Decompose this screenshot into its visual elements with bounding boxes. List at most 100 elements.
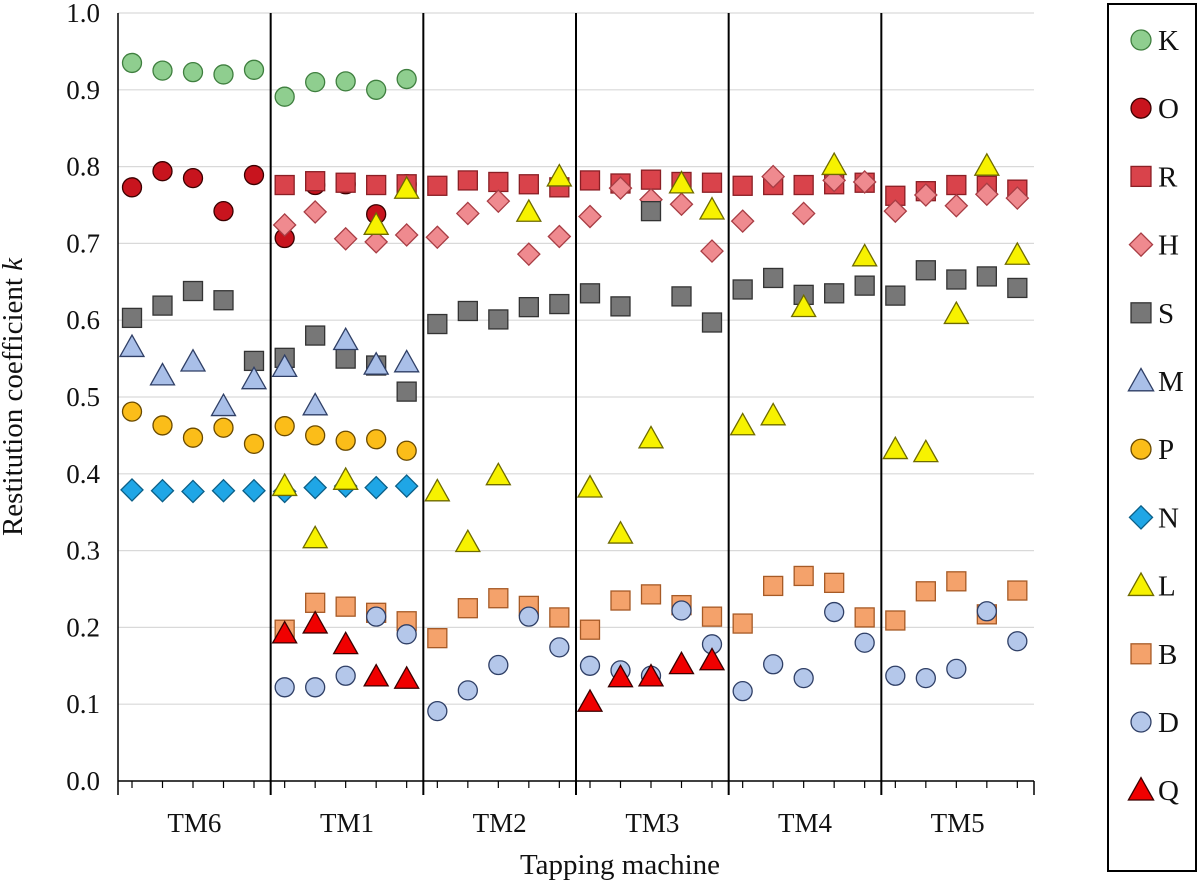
data-point-h	[913, 183, 938, 207]
legend-marker-q	[1127, 776, 1155, 801]
data-point-s	[671, 286, 692, 307]
data-point-h	[333, 226, 358, 251]
data-point-r	[305, 171, 326, 192]
data-point-l	[882, 435, 909, 460]
data-point-l	[1004, 241, 1031, 265]
data-point-d	[274, 677, 295, 698]
data-point-h	[974, 182, 999, 207]
x-axis-title: Tapping machine	[520, 849, 720, 881]
data-point-h	[730, 209, 755, 234]
y-axis-title: Restitution coefficient k	[0, 257, 29, 536]
data-point-h	[303, 199, 328, 224]
data-point-l	[729, 412, 756, 436]
data-point-n	[211, 478, 236, 503]
data-point-b	[854, 607, 875, 628]
data-point-d	[915, 667, 936, 689]
x-tick-labels: TM6 TM1 TM2 TM3 TM4 TM5	[167, 808, 984, 838]
data-point-h	[669, 192, 694, 217]
data-point-h	[272, 213, 297, 237]
data-point-l	[576, 474, 604, 498]
legend-label-o: O	[1158, 93, 1179, 125]
data-point-p	[396, 440, 417, 461]
data-point-k	[274, 86, 295, 107]
legend-marker-m	[1127, 367, 1155, 392]
data-point-h	[761, 164, 786, 189]
data-point-d	[671, 600, 692, 621]
data-point-r	[793, 174, 814, 196]
data-point-l	[973, 152, 1000, 176]
data-point-b	[824, 572, 845, 594]
data-point-p	[121, 401, 143, 422]
data-point-m	[363, 351, 390, 375]
data-point-q	[576, 688, 604, 712]
data-point-s	[182, 280, 204, 302]
data-point-b	[579, 619, 601, 640]
data-point-n	[181, 479, 205, 504]
data-point-k	[366, 79, 387, 100]
data-point-s	[335, 348, 356, 369]
data-point-l	[943, 300, 970, 325]
data-point-d	[518, 606, 539, 627]
data-point-k	[396, 68, 417, 90]
data-point-m	[393, 349, 420, 373]
data-point-l	[546, 163, 573, 187]
data-point-o	[121, 177, 143, 198]
axes	[117, 13, 1034, 782]
data-point-d	[763, 654, 784, 675]
data-point-b	[1007, 580, 1028, 601]
legend-box	[1107, 3, 1197, 872]
data-point-l	[851, 243, 878, 267]
x-tick-label: TM1	[320, 808, 374, 838]
legend-label-n: N	[1158, 502, 1179, 534]
data-point-m	[149, 362, 176, 386]
data-point-s	[824, 283, 845, 304]
legend-marker-p	[1130, 438, 1152, 460]
data-point-p	[182, 427, 204, 448]
data-point-r	[274, 174, 295, 196]
data-point-s	[518, 296, 539, 318]
x-tick-label: TM2	[473, 808, 527, 838]
y-tick-label: 0.6	[66, 305, 100, 335]
data-point-h	[425, 225, 450, 250]
data-point-q	[393, 665, 420, 689]
data-point-m	[210, 392, 237, 417]
data-point-p	[335, 430, 356, 451]
data-point-s	[732, 279, 753, 300]
legend-label-s: S	[1158, 298, 1174, 330]
data-point-d	[976, 601, 997, 622]
data-point-s	[305, 325, 326, 346]
data-point-s	[1007, 277, 1028, 299]
data-point-m	[118, 333, 146, 358]
y-tick-label: 0.4	[66, 459, 100, 489]
data-point-h	[578, 204, 602, 229]
x-tick-label: TM6	[167, 808, 221, 838]
legend-marker-k	[1130, 29, 1152, 51]
legend-marker-b	[1130, 643, 1152, 665]
legend-marker-d	[1130, 711, 1152, 733]
y-tick-label: 0.8	[66, 152, 100, 182]
data-point-s	[946, 269, 967, 290]
data-point-s	[152, 295, 173, 316]
data-point-m	[179, 348, 207, 372]
data-point-d	[305, 677, 326, 698]
data-point-s	[396, 381, 417, 402]
data-point-r	[488, 171, 509, 193]
data-point-h	[883, 199, 908, 224]
legend-label-r: R	[1158, 161, 1178, 193]
y-tick-label: 0.5	[66, 382, 100, 412]
data-point-n	[120, 478, 144, 502]
data-point-l	[424, 478, 451, 502]
data-point-s	[488, 309, 509, 330]
data-point-d	[488, 654, 509, 676]
data-point-d	[946, 658, 967, 680]
data-point-s	[427, 313, 448, 335]
data-point-l	[393, 175, 420, 199]
data-point-k	[182, 61, 204, 83]
data-points	[118, 52, 1031, 722]
data-point-b	[915, 581, 936, 602]
data-point-r	[518, 174, 539, 195]
data-point-l	[760, 402, 787, 426]
data-point-r	[335, 172, 356, 193]
data-point-b	[640, 584, 662, 605]
